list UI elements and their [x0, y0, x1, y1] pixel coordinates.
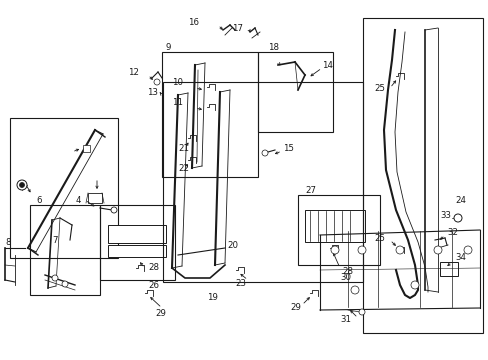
Circle shape: [111, 207, 117, 213]
Text: 15: 15: [283, 144, 293, 153]
Text: 8: 8: [5, 238, 10, 247]
Text: 30: 30: [339, 274, 350, 283]
Text: 32: 32: [446, 228, 457, 237]
Bar: [30, 205, 100, 295]
Text: 18: 18: [267, 42, 279, 51]
Text: 14: 14: [321, 60, 332, 69]
Text: 28: 28: [148, 264, 159, 273]
Text: 17: 17: [231, 23, 243, 32]
Text: 12: 12: [128, 68, 139, 77]
Circle shape: [20, 183, 24, 188]
Text: 4: 4: [76, 195, 81, 204]
Circle shape: [52, 275, 58, 281]
Circle shape: [357, 246, 365, 254]
Bar: [305, 210, 364, 242]
Bar: [108, 245, 165, 257]
Bar: [362, 18, 482, 333]
Text: 34: 34: [454, 253, 465, 262]
Bar: [297, 195, 379, 265]
Circle shape: [17, 180, 27, 190]
Text: 29: 29: [155, 309, 165, 318]
Circle shape: [358, 309, 364, 315]
Text: 26: 26: [148, 280, 159, 289]
Circle shape: [262, 150, 267, 156]
Text: 20: 20: [226, 240, 238, 249]
Text: 11: 11: [172, 98, 183, 107]
Text: 19: 19: [206, 293, 218, 302]
Bar: [88, 193, 102, 203]
Text: 7: 7: [52, 235, 58, 244]
Bar: [82, 144, 89, 152]
Circle shape: [433, 246, 441, 254]
Circle shape: [463, 246, 471, 254]
Circle shape: [330, 246, 338, 254]
Text: 16: 16: [187, 18, 199, 27]
Text: 9: 9: [164, 42, 170, 51]
Text: 13: 13: [147, 87, 158, 96]
Text: 31: 31: [339, 315, 350, 324]
Circle shape: [453, 214, 461, 222]
Text: 21: 21: [178, 144, 189, 153]
Bar: [163, 82, 362, 282]
Circle shape: [62, 281, 68, 287]
Text: 29: 29: [289, 303, 300, 312]
Bar: [10, 118, 118, 258]
Circle shape: [395, 246, 403, 254]
Text: 6: 6: [36, 195, 41, 204]
Circle shape: [410, 281, 418, 289]
Text: 28: 28: [341, 267, 352, 276]
Bar: [100, 205, 175, 280]
Circle shape: [154, 79, 160, 85]
Text: 25: 25: [373, 234, 384, 243]
Bar: [258, 52, 332, 132]
Bar: [162, 52, 258, 177]
Bar: [439, 262, 457, 276]
Bar: [108, 225, 165, 243]
Text: 10: 10: [172, 77, 183, 86]
Circle shape: [350, 286, 358, 294]
Text: 24: 24: [454, 195, 465, 204]
Text: 23: 23: [235, 279, 245, 288]
Text: 25: 25: [373, 84, 384, 93]
Text: 22: 22: [178, 163, 189, 172]
Text: 33: 33: [439, 211, 450, 220]
Text: 27: 27: [305, 185, 315, 194]
